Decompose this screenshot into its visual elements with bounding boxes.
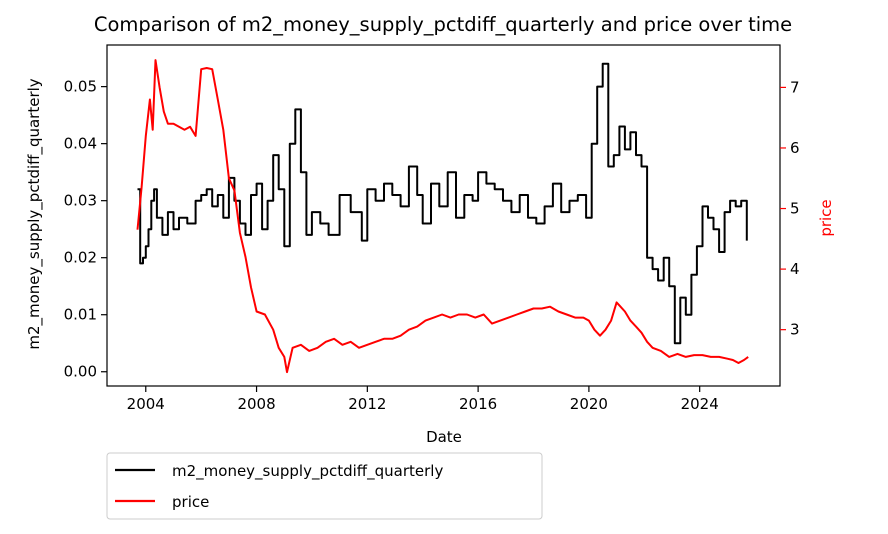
y-left-tick-label: 0.02 bbox=[64, 249, 97, 267]
chart-title: Comparison of m2_money_supply_pctdiff_qu… bbox=[94, 13, 792, 36]
m2-series-line bbox=[137, 62, 748, 345]
x-axis-label: Date bbox=[426, 428, 462, 446]
legend-price-label: price bbox=[172, 493, 209, 511]
y-left-tick-label: 0.03 bbox=[64, 192, 97, 210]
x-tick-label: 2020 bbox=[570, 395, 608, 413]
x-tick-label: 2016 bbox=[459, 395, 497, 413]
x-tick-label: 2024 bbox=[681, 395, 719, 413]
y-left-axis-label: m2_money_supply_pctdiff_quarterly bbox=[25, 78, 44, 349]
legend: m2_money_supply_pctdiff_quarterly price bbox=[106, 452, 543, 520]
y-right-tick-label: 6 bbox=[790, 139, 800, 157]
y-left-tick-label: 0.04 bbox=[64, 135, 97, 153]
y-right-tick-label: 4 bbox=[790, 260, 800, 278]
axes: 2004 2008 2012 2016 2020 2024 0.00 0.01 0.02 0.03… bbox=[64, 44, 800, 413]
plot-area bbox=[136, 59, 749, 374]
y-left-tick-label: 0.01 bbox=[64, 306, 97, 324]
price-series-line bbox=[136, 59, 749, 374]
y-right-tick-label: 3 bbox=[790, 321, 800, 339]
x-tick-label: 2004 bbox=[127, 395, 165, 413]
x-tick-label: 2012 bbox=[348, 395, 386, 413]
y-right-tick-label: 7 bbox=[790, 78, 800, 96]
y-right-axis-label: price bbox=[817, 199, 835, 236]
x-tick-label: 2008 bbox=[237, 395, 275, 413]
legend-frame bbox=[106, 452, 543, 520]
y-left-tick-label: 0.00 bbox=[64, 363, 97, 381]
y-right-tick-label: 5 bbox=[790, 200, 800, 218]
y-left-tick-label: 0.05 bbox=[64, 78, 97, 96]
plot-frame bbox=[106, 44, 781, 387]
legend-m2-label: m2_money_supply_pctdiff_quarterly bbox=[172, 462, 443, 481]
